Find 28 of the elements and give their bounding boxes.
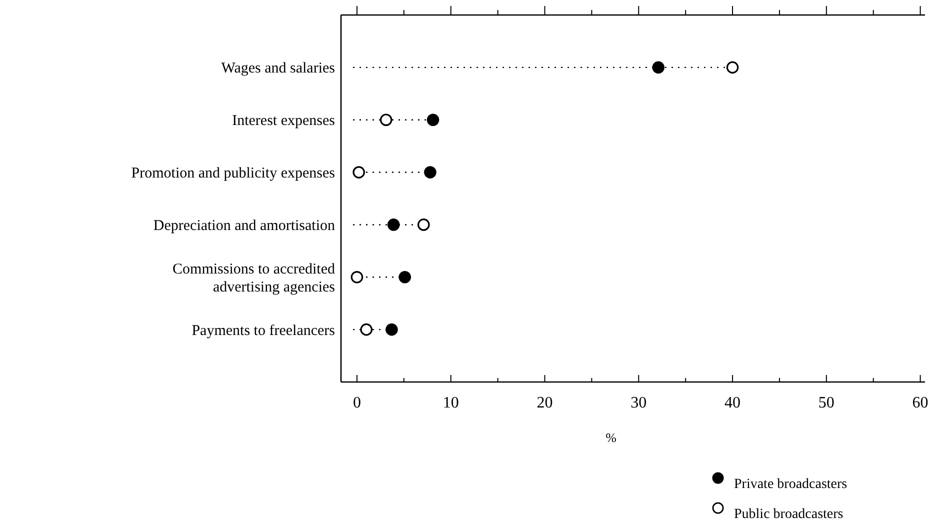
- point: [350, 271, 364, 284]
- point: [726, 61, 739, 74]
- point: [424, 166, 436, 178]
- x-tick-label: 60: [912, 394, 928, 412]
- x-tick-label: 30: [630, 394, 647, 412]
- x-axis-title: %: [606, 430, 617, 445]
- y-tick-label: Promotion and publicity expenses: [131, 166, 336, 182]
- point: [387, 218, 400, 231]
- y-tick-label: Commissions to accredited advertising agencies: [172, 261, 336, 296]
- point: [360, 323, 372, 336]
- x-tick-label: 20: [536, 394, 553, 412]
- point: [426, 114, 440, 126]
- y-tick-label: Depreciation and amortisation: [153, 218, 336, 234]
- point: [386, 323, 398, 336]
- point: [417, 218, 430, 231]
- legend-label: Private broadcasters: [734, 477, 848, 492]
- point: [380, 114, 392, 126]
- point: [352, 166, 365, 178]
- legend-label: Public broadcasters: [734, 507, 844, 522]
- y-tick-label: Payments to freelancers: [192, 322, 336, 339]
- x-tick-label: 40: [724, 394, 741, 412]
- x-tick-label: 10: [442, 394, 459, 412]
- x-tick-label: 0: [352, 394, 361, 412]
- x-tick-label: 50: [818, 394, 834, 412]
- y-tick-label: Interest expenses: [232, 113, 336, 130]
- point: [398, 271, 411, 284]
- point: [652, 61, 664, 74]
- y-tick-label: Wages and salaries: [221, 60, 336, 77]
